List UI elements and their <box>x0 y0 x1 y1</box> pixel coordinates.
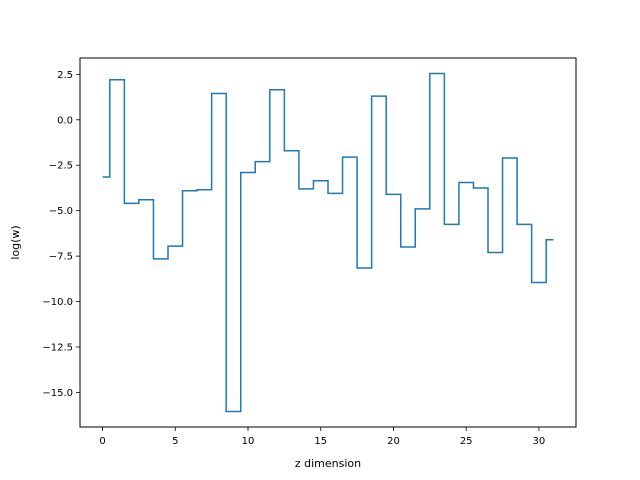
y-tick-label: −15.0 <box>42 388 73 399</box>
y-tick-label: −10.0 <box>42 297 73 308</box>
x-tick-label: 30 <box>533 436 546 447</box>
y-tick-label: −7.5 <box>49 252 73 263</box>
series-line-0 <box>102 72 554 413</box>
x-tick-label: 5 <box>172 436 178 447</box>
y-tick-label: −5.0 <box>49 206 73 217</box>
x-axis-label: z dimension <box>295 457 361 470</box>
y-tick-label: 0.0 <box>57 115 73 126</box>
y-axis-label: log(w) <box>9 225 22 259</box>
y-tick-label: −12.5 <box>42 343 73 354</box>
x-tick-label: 0 <box>99 436 105 447</box>
x-axis: 0 5 10 15 20 25 30 <box>99 427 545 447</box>
y-tick-label: −2.5 <box>49 161 73 172</box>
x-tick-label: 15 <box>314 436 327 447</box>
axes-frame <box>79 57 577 428</box>
x-tick-label: 10 <box>242 436 255 447</box>
x-tick-label: 20 <box>387 436 400 447</box>
y-tick-label: 2.5 <box>57 70 73 81</box>
plot-area <box>102 72 554 413</box>
x-tick-label: 25 <box>460 436 473 447</box>
y-axis: 2.5 0.0 −2.5 −5.0 −7.5 −10.0 −12.5 −15.0 <box>42 70 80 399</box>
